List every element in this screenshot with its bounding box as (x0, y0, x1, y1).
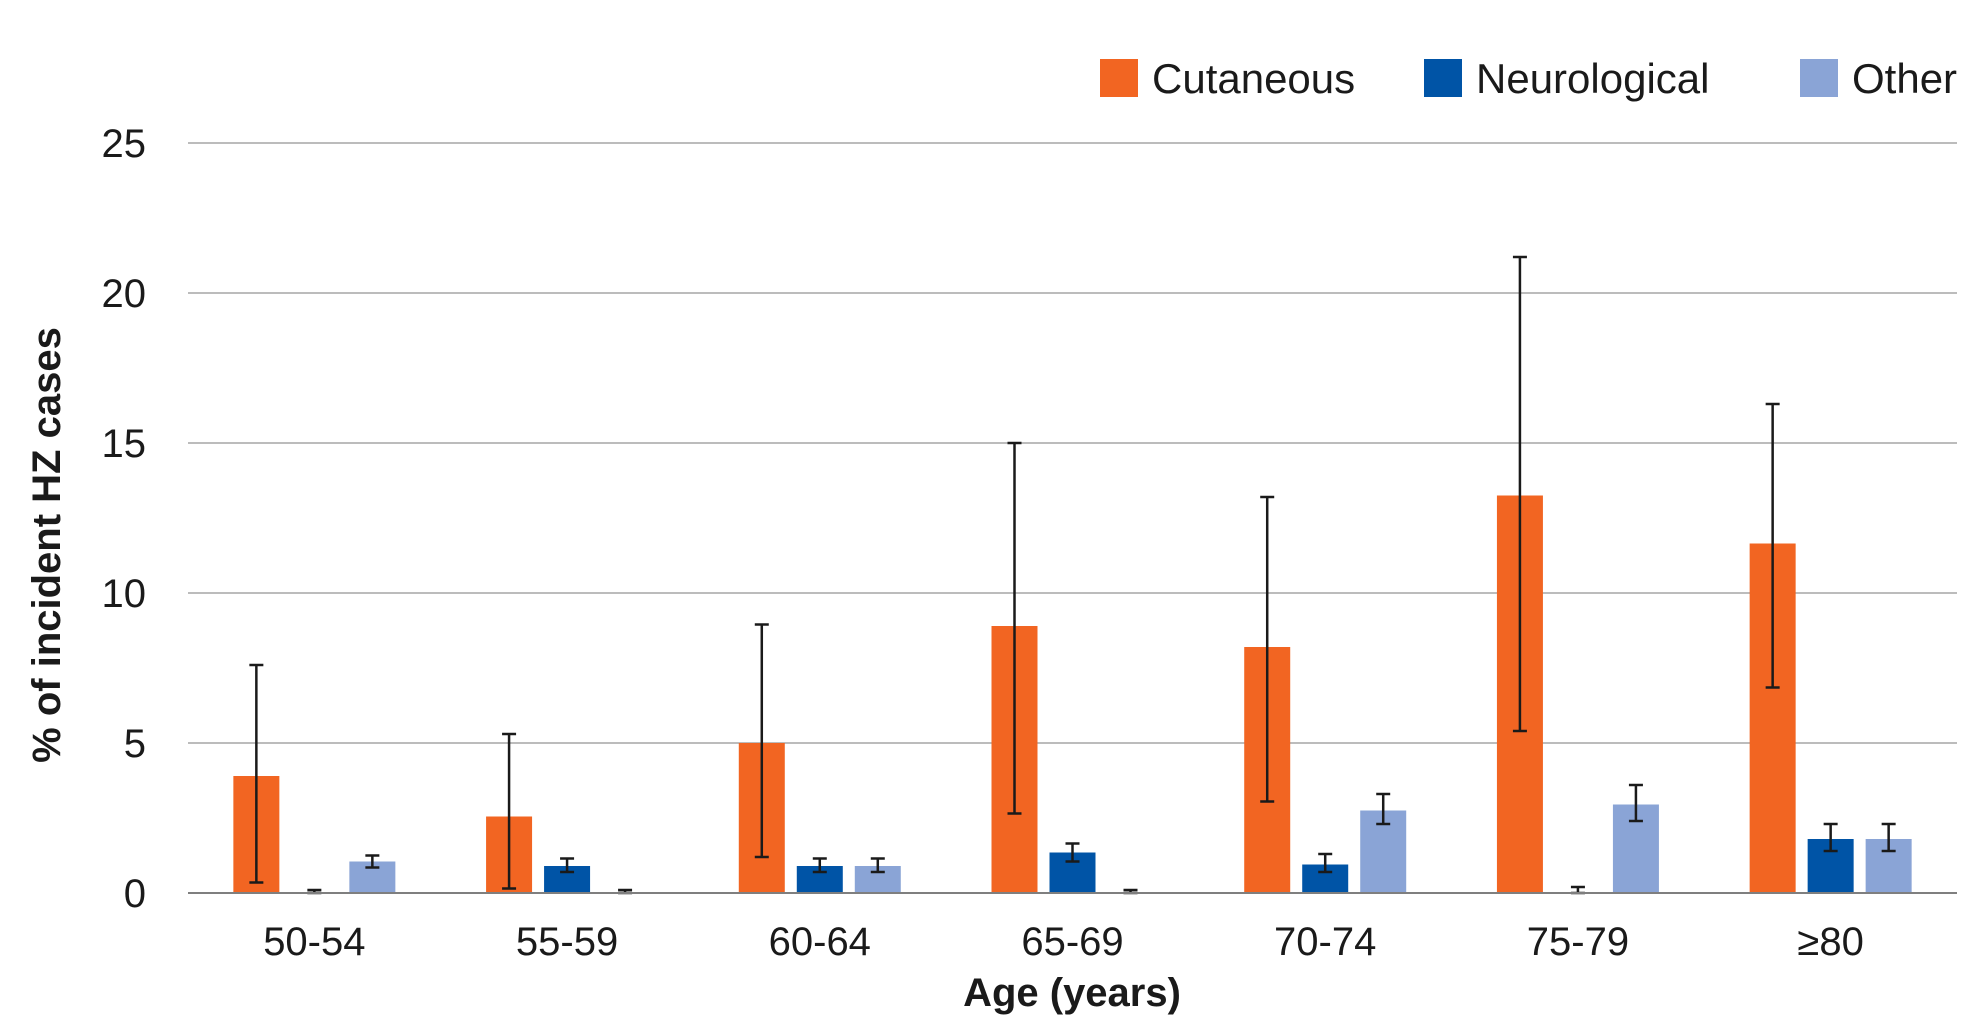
y-tick-label: 15 (102, 422, 147, 466)
error-bar (870, 857, 885, 874)
error-bar (1318, 852, 1333, 874)
error-bar (1007, 441, 1022, 815)
error-bar (502, 732, 517, 890)
error-bar (1376, 792, 1391, 826)
y-tick-label: 0 (124, 872, 146, 916)
y-tick-label: 25 (102, 122, 147, 166)
legend-label: Other (1852, 55, 1957, 102)
error-bar (1765, 402, 1780, 689)
error-bar (1881, 822, 1896, 853)
error-bar (1065, 842, 1080, 863)
legend-label: Neurological (1476, 55, 1709, 102)
x-tick-label: 60-64 (769, 920, 871, 964)
y-tick-label: 20 (102, 272, 147, 316)
legend-swatch (1800, 59, 1838, 97)
x-tick-label: 70-74 (1274, 920, 1376, 964)
error-bar (249, 663, 264, 884)
x-tick-label: 75-79 (1527, 920, 1629, 964)
error-bar (1260, 495, 1275, 803)
y-tick-label: 10 (102, 572, 147, 616)
bars (233, 495, 1912, 893)
x-tick-label: 50-54 (263, 920, 365, 964)
x-tick-label: 55-59 (516, 920, 618, 964)
legend-swatch (1424, 59, 1462, 97)
error-bar (1512, 255, 1527, 733)
error-bars (249, 255, 1896, 895)
error-bar (754, 623, 769, 859)
x-tick-label: ≥80 (1797, 920, 1863, 964)
legend-label: Cutaneous (1152, 55, 1355, 102)
x-tick-label: 65-69 (1021, 920, 1123, 964)
y-axis-title: % of incident HZ cases (25, 327, 69, 763)
error-bar (1823, 822, 1838, 853)
legend-swatch (1100, 59, 1138, 97)
error-bar (365, 854, 380, 869)
x-axis-ticks: 50-54 55-59 60-64 65-69 70-74 75-79 ≥80 (263, 920, 1864, 964)
legend: Cutaneous Neurological Other (1100, 55, 1957, 102)
x-axis-title: Age (years) (963, 971, 1181, 1015)
y-axis-ticks: 0 5 10 15 20 25 (102, 122, 147, 916)
error-bar (812, 857, 827, 874)
error-bar (560, 857, 575, 874)
gridlines (188, 142, 1957, 744)
y-tick-label: 5 (124, 722, 146, 766)
error-bar (1628, 783, 1643, 823)
